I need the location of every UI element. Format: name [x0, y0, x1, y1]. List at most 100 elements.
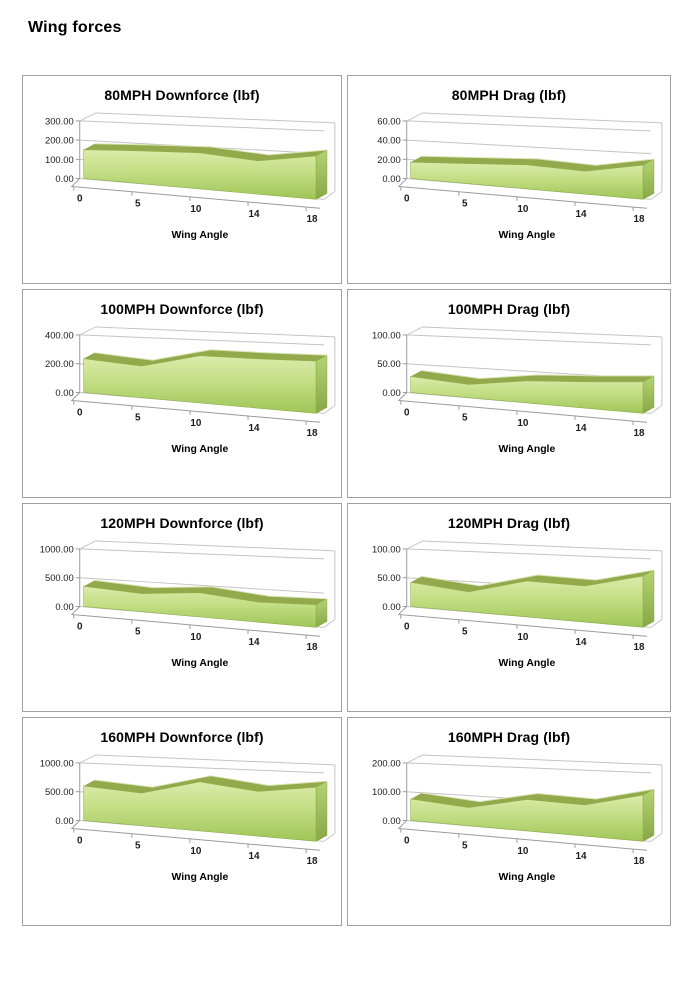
series-end-cap: [315, 354, 328, 414]
series-front-face: [83, 355, 317, 414]
x-axis-tick-label: 5: [462, 627, 468, 638]
y-axis-tick-label: 200.00: [45, 358, 74, 369]
area-chart: 100.00 50.00 0.00 0 5 10 14 18 Wing Angle: [372, 326, 663, 455]
area-series: [83, 579, 328, 628]
x-axis-tick-label: 18: [307, 856, 319, 867]
x-axis-tick-label: 18: [307, 428, 319, 439]
series-front-face: [83, 586, 317, 628]
axis-lines: [70, 120, 321, 212]
chart-panel-160mph-drag-lbf[interactable]: 160MPH Drag (lbf) 200.00 100.00 0.00 0 5 10 14 1…: [347, 717, 671, 926]
area-chart: 400.00 200.00 0.00 0 5 10 14 18 Wing Angle: [45, 326, 336, 455]
y-axis-tick-label: 50.00: [377, 572, 401, 583]
charts-grid: 80MPH Downforce (lbf) 300.00 200.00 100.00 0…: [22, 75, 698, 926]
area-chart: 1000.00 500.00 0.00 0 5 10 14 18 Wing Angle: [40, 540, 336, 669]
series-top-surface: [83, 580, 327, 605]
series-top-back-edge: [421, 569, 655, 587]
series-top-surface: [410, 789, 654, 808]
series-top-back-edge: [94, 579, 327, 600]
y-axis-tick-label: 0.00: [55, 387, 73, 398]
series-top-surface: [410, 570, 654, 592]
area-series: [410, 788, 655, 842]
series-end-cap: [642, 375, 655, 414]
area-series: [83, 143, 328, 200]
series-top-back-edge: [94, 775, 327, 788]
chart-title: 120MPH Drag (lbf): [447, 515, 571, 531]
axis-lines: [397, 548, 648, 640]
x-axis-tick-label: 10: [517, 204, 529, 215]
area-chart: 200.00 100.00 0.00 0 5 10 14 18 Wing Angle: [372, 754, 663, 883]
area-series: [83, 775, 328, 842]
series-front-face: [410, 794, 644, 842]
x-axis-tick-label: 14: [575, 423, 587, 434]
area-series: [410, 155, 655, 200]
chart-panel-160mph-downforce-lbf[interactable]: 160MPH Downforce (lbf) 1000.00 500.00 0.00 0…: [22, 717, 342, 926]
x-axis-tick-label: 0: [404, 408, 410, 419]
y-axis-tick-label: 0.00: [382, 387, 400, 398]
x-axis-tick-label: 18: [634, 856, 646, 867]
chart-panel-80mph-drag-lbf[interactable]: 80MPH Drag (lbf) 60.00 40.00 20.00 0.00 0 5 10 1…: [347, 75, 671, 284]
area-chart: 1000.00 500.00 0.00 0 5 10 14 18 Wing Angle: [40, 754, 336, 883]
x-axis-tick-label: 14: [575, 637, 587, 648]
chart-panel-120mph-drag-lbf[interactable]: 120MPH Drag (lbf) 100.00 50.00 0.00 0 5 10 14 18…: [347, 503, 671, 712]
y-axis-tick-label: 0.00: [382, 173, 400, 184]
y-axis-tick-label: 60.00: [377, 115, 401, 126]
x-axis-tick-label: 18: [307, 214, 319, 225]
y-axis-tick-label: 500.00: [45, 786, 74, 797]
chart-panel-120mph-downforce-lbf[interactable]: 120MPH Downforce (lbf) 1000.00 500.00 0.00 0…: [22, 503, 342, 712]
chart-panel-100mph-downforce-lbf[interactable]: 100MPH Downforce (lbf) 400.00 200.00 0.00 0 5…: [22, 289, 342, 498]
y-axis-tick-label: 300.00: [45, 115, 74, 126]
y-axis-tick-label: 1000.00: [40, 543, 74, 554]
y-axis-tick-label: 0.00: [55, 173, 73, 184]
series-top-surface: [410, 370, 654, 385]
x-axis-tick-label: 18: [307, 642, 319, 653]
chart-panel-100mph-drag-lbf[interactable]: 100MPH Drag (lbf) 100.00 50.00 0.00 0 5 10 14 18…: [347, 289, 671, 498]
x-axis-tick-label: 5: [462, 199, 468, 210]
x-axis-title: Wing Angle: [498, 658, 555, 669]
series-top-surface: [83, 349, 327, 367]
x-axis-tick-label: 14: [575, 851, 587, 862]
x-axis-title: Wing Angle: [171, 658, 228, 669]
y-axis-tick-label: 20.00: [377, 154, 401, 165]
axis-labels: 1000.00 500.00 0.00 0 5 10 14 18 Wing Angle: [40, 543, 318, 669]
x-axis-tick-label: 10: [190, 418, 202, 429]
y-axis-tick-label: 200.00: [372, 757, 401, 768]
series-top-back-edge: [421, 155, 655, 166]
x-axis-tick-label: 14: [248, 423, 260, 434]
y-axis-tick-label: 100.00: [372, 329, 401, 340]
axis-lines: [397, 762, 648, 854]
x-axis-tick-label: 5: [462, 413, 468, 424]
series-top-back-edge: [94, 349, 327, 361]
x-axis-title: Wing Angle: [498, 444, 555, 455]
chart-title: 100MPH Drag (lbf): [447, 301, 571, 317]
series-end-cap: [642, 788, 655, 842]
x-axis-tick-label: 0: [404, 194, 410, 205]
series-end-cap: [315, 149, 328, 200]
series-front-face: [410, 575, 644, 628]
axis-lines: [397, 120, 648, 212]
y-axis-tick-label: 0.00: [55, 815, 73, 826]
series-top-surface: [410, 156, 654, 172]
x-axis-tick-label: 10: [190, 204, 202, 215]
x-axis-tick-label: 0: [77, 836, 83, 847]
x-axis-tick-label: 10: [190, 632, 202, 643]
chart-title: 120MPH Downforce (lbf): [100, 515, 264, 531]
chart-panel-80mph-downforce-lbf[interactable]: 80MPH Downforce (lbf) 300.00 200.00 100.00 0…: [22, 75, 342, 284]
series-top-back-edge: [94, 143, 327, 156]
axis-labels: 100.00 50.00 0.00 0 5 10 14 18 Wing Angle: [372, 329, 645, 455]
axis-lines: [70, 762, 321, 854]
x-axis-tick-label: 10: [517, 846, 529, 857]
page-title: Wing forces: [28, 19, 122, 36]
chart-title: 160MPH Drag (lbf): [447, 729, 571, 745]
series-top-surface: [83, 775, 327, 794]
axis-labels: 400.00 200.00 0.00 0 5 10 14 18 Wing Angle: [45, 329, 318, 455]
x-axis-tick-label: 0: [77, 194, 83, 205]
area-series: [410, 569, 655, 628]
x-axis-tick-label: 0: [404, 836, 410, 847]
axis-labels: 200.00 100.00 0.00 0 5 10 14 18 Wing Angle: [372, 757, 645, 883]
x-axis-tick-label: 18: [634, 214, 646, 225]
area-series: [83, 349, 328, 414]
x-axis-tick-label: 14: [248, 209, 260, 220]
area-series: [410, 369, 655, 414]
area-chart: 300.00 200.00 100.00 0.00 0 5 10 14 18 Wing Angle: [45, 112, 336, 241]
x-axis-title: Wing Angle: [171, 230, 228, 241]
